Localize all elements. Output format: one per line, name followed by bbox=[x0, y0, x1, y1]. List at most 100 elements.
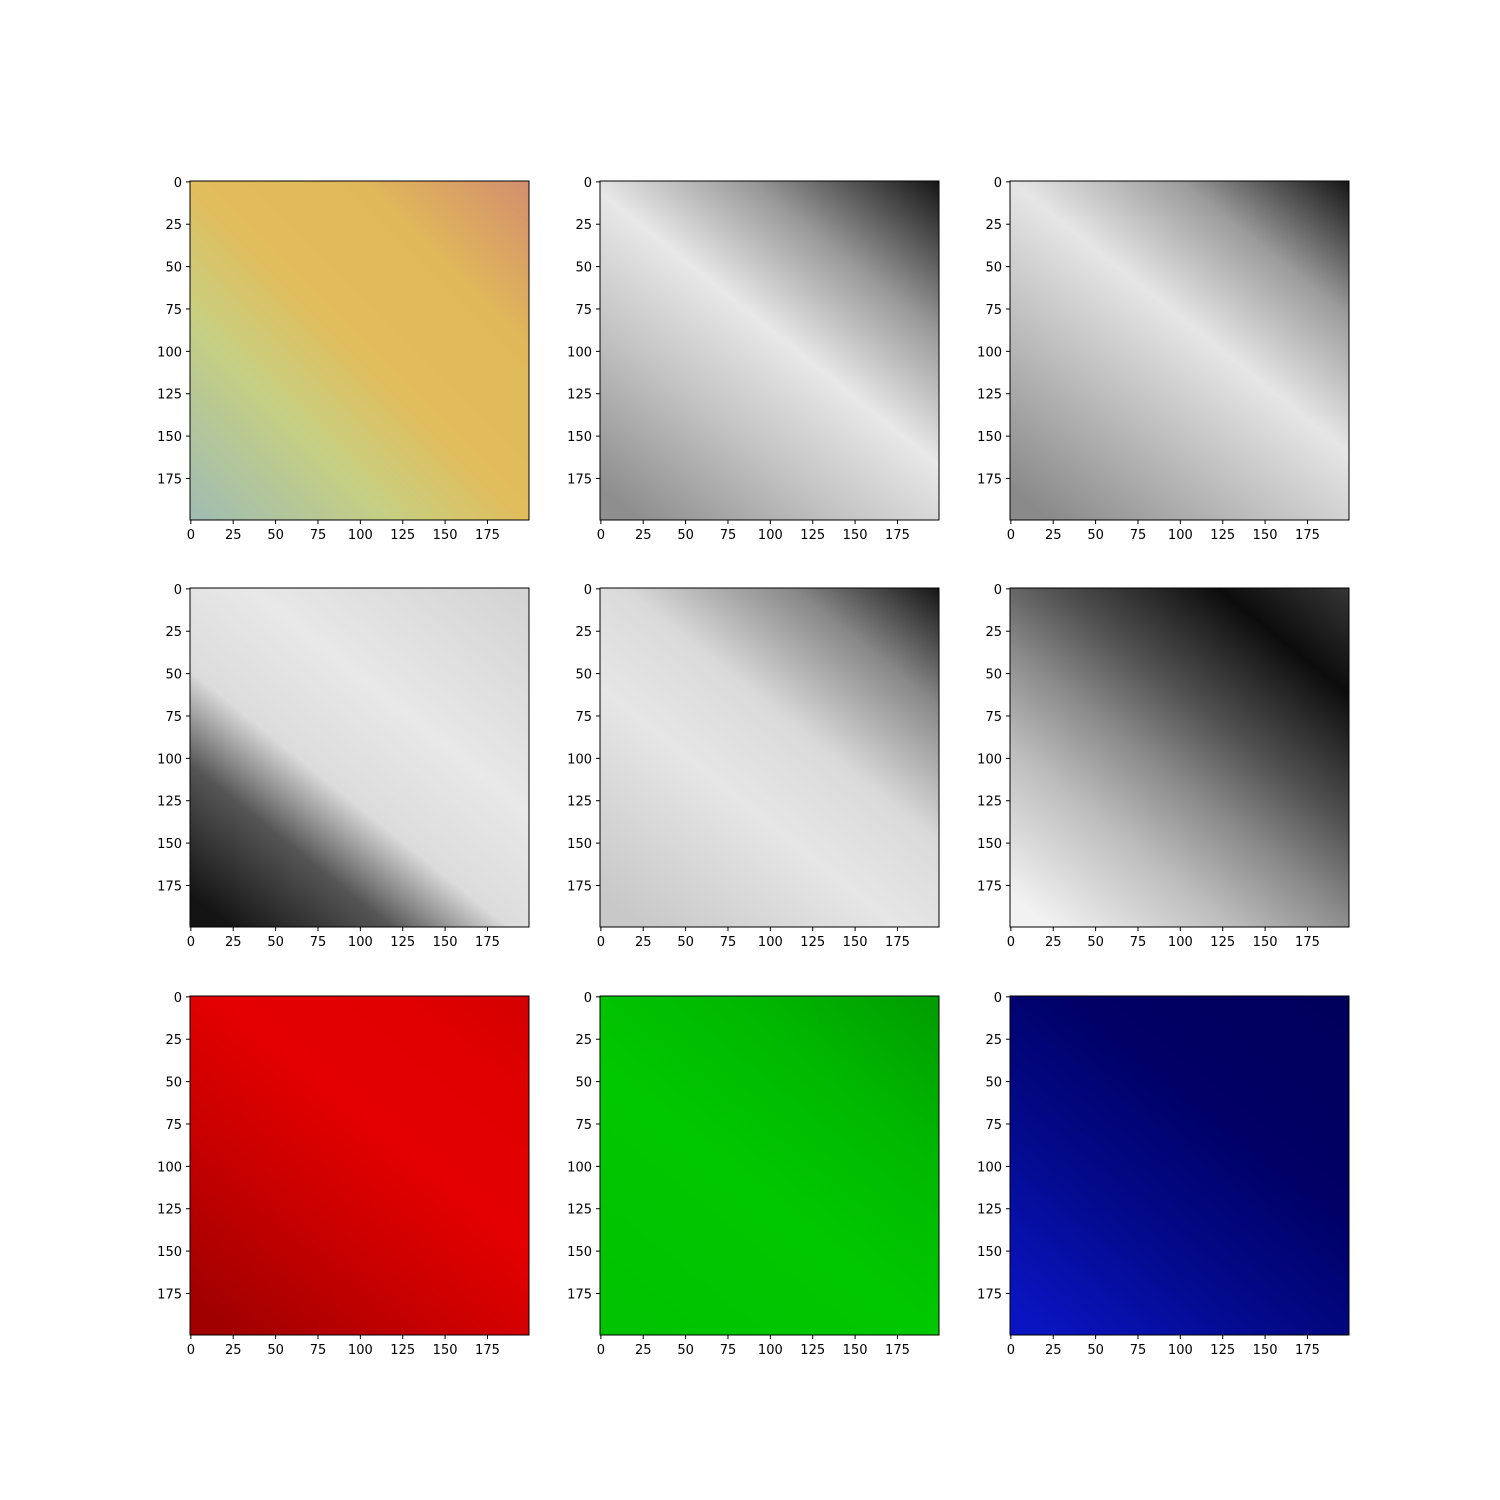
image-fill bbox=[1010, 996, 1349, 1335]
y-tick-label: 150 bbox=[977, 837, 1002, 852]
y-tick-label: 150 bbox=[567, 837, 592, 852]
y-tick-label: 175 bbox=[567, 879, 592, 894]
image-fill bbox=[190, 996, 529, 1335]
axes-frame bbox=[189, 587, 530, 928]
x-tick-label: 75 bbox=[1130, 1343, 1147, 1358]
y-tick-label: 175 bbox=[157, 879, 182, 894]
x-tick-label: 75 bbox=[1130, 935, 1147, 950]
y-tick-label: 25 bbox=[165, 1033, 182, 1048]
panel-4: 0 25 50 75 100 125 150 175 0 25 50 75 100 125 150 175 bbox=[157, 583, 530, 950]
x-tick-label: 175 bbox=[1295, 1343, 1320, 1358]
y-tick-label: 175 bbox=[977, 1287, 1002, 1302]
y-tick-label: 100 bbox=[567, 752, 592, 767]
x-tick-label: 175 bbox=[1295, 935, 1320, 950]
x-tick-label: 150 bbox=[1253, 935, 1278, 950]
x-tick-label: 50 bbox=[677, 935, 694, 950]
y-tick-label: 25 bbox=[575, 625, 592, 640]
x-tick-label: 25 bbox=[225, 528, 242, 543]
x-tick-label: 150 bbox=[843, 935, 868, 950]
image-panel-6 bbox=[1010, 588, 1349, 927]
y-tick-label: 25 bbox=[575, 1033, 592, 1048]
axes-frame bbox=[599, 587, 940, 928]
y-tick-label: 125 bbox=[567, 388, 592, 403]
y-tick-label: 75 bbox=[575, 710, 592, 725]
x-tick-label: 125 bbox=[800, 528, 825, 543]
x-tick-label: 150 bbox=[433, 528, 458, 543]
y-tick-label: 175 bbox=[567, 1287, 592, 1302]
x-tick-label: 50 bbox=[1087, 528, 1104, 543]
y-tick-label: 25 bbox=[985, 625, 1002, 640]
y-tick-label: 150 bbox=[977, 430, 1002, 445]
y-tick-label: 150 bbox=[567, 1245, 592, 1260]
panel-7: 0 25 50 75 100 125 150 175 0 25 50 75 100 125 150 175 bbox=[157, 991, 530, 1358]
x-tick-label: 0 bbox=[1007, 935, 1015, 950]
x-tick-label: 0 bbox=[1007, 1343, 1015, 1358]
axes-frame bbox=[189, 180, 530, 521]
y-tick-label: 150 bbox=[157, 430, 182, 445]
y-tick-label: 0 bbox=[994, 583, 1002, 598]
axes-frame bbox=[599, 180, 940, 521]
image-panel-4 bbox=[190, 588, 529, 927]
image-fill bbox=[1010, 181, 1349, 520]
x-tick-label: 100 bbox=[348, 528, 373, 543]
axes-frame bbox=[599, 995, 940, 1336]
image-fill bbox=[190, 181, 529, 520]
x-tick-label: 125 bbox=[1210, 1343, 1235, 1358]
y-tick-label: 50 bbox=[575, 261, 592, 276]
image-panel-8 bbox=[600, 996, 939, 1335]
y-tick-label: 75 bbox=[575, 303, 592, 318]
x-tick-label: 175 bbox=[475, 528, 500, 543]
x-tick-label: 175 bbox=[475, 935, 500, 950]
x-tick-label: 100 bbox=[1168, 935, 1193, 950]
x-tick-label: 75 bbox=[720, 935, 737, 950]
y-tick-label: 0 bbox=[584, 176, 592, 191]
x-tick-label: 100 bbox=[758, 935, 783, 950]
y-tick-label: 0 bbox=[584, 991, 592, 1006]
axes-frame bbox=[1009, 587, 1350, 928]
y-tick-label: 25 bbox=[165, 218, 182, 233]
y-tick-label: 150 bbox=[977, 1245, 1002, 1260]
y-tick-label: 50 bbox=[575, 1076, 592, 1091]
x-tick-label: 0 bbox=[187, 528, 195, 543]
image-fill bbox=[600, 181, 939, 520]
x-tick-label: 0 bbox=[597, 1343, 605, 1358]
y-tick-label: 125 bbox=[567, 795, 592, 810]
panel-8: 0 25 50 75 100 125 150 175 0 25 50 75 100 125 150 175 bbox=[567, 991, 940, 1358]
y-tick-label: 125 bbox=[567, 1203, 592, 1218]
panel-6: 0 25 50 75 100 125 150 175 0 25 50 75 100 125 150 175 bbox=[977, 583, 1350, 950]
x-tick-label: 25 bbox=[635, 528, 652, 543]
x-tick-label: 125 bbox=[390, 1343, 415, 1358]
y-tick-label: 50 bbox=[985, 261, 1002, 276]
axes-frame bbox=[1009, 180, 1350, 521]
x-tick-label: 125 bbox=[390, 528, 415, 543]
y-tick-label: 100 bbox=[157, 1160, 182, 1175]
image-fill bbox=[600, 996, 939, 1335]
x-tick-label: 25 bbox=[225, 1343, 242, 1358]
y-tick-label: 50 bbox=[985, 1076, 1002, 1091]
x-tick-label: 100 bbox=[348, 1343, 373, 1358]
x-tick-label: 25 bbox=[225, 935, 242, 950]
y-tick-label: 0 bbox=[584, 583, 592, 598]
panel-3: 0 25 50 75 100 125 150 175 0 25 50 75 100 125 150 175 bbox=[977, 176, 1350, 543]
y-tick-label: 100 bbox=[567, 345, 592, 360]
x-tick-label: 150 bbox=[843, 528, 868, 543]
y-tick-label: 0 bbox=[994, 991, 1002, 1006]
image-panel-5 bbox=[600, 588, 939, 927]
x-tick-label: 175 bbox=[475, 1343, 500, 1358]
y-tick-label: 100 bbox=[157, 752, 182, 767]
y-tick-label: 50 bbox=[165, 1076, 182, 1091]
x-tick-label: 175 bbox=[885, 1343, 910, 1358]
panel-9: 0 25 50 75 100 125 150 175 0 25 50 75 100 125 150 175 bbox=[977, 991, 1350, 1358]
x-tick-label: 25 bbox=[635, 1343, 652, 1358]
y-tick-label: 0 bbox=[174, 583, 182, 598]
y-tick-label: 125 bbox=[157, 795, 182, 810]
y-tick-label: 75 bbox=[165, 710, 182, 725]
y-tick-label: 50 bbox=[165, 668, 182, 683]
y-tick-label: 175 bbox=[567, 472, 592, 487]
x-tick-label: 0 bbox=[187, 1343, 195, 1358]
x-tick-label: 150 bbox=[433, 935, 458, 950]
x-tick-label: 100 bbox=[348, 935, 373, 950]
y-tick-label: 0 bbox=[174, 176, 182, 191]
x-tick-label: 150 bbox=[1253, 1343, 1278, 1358]
